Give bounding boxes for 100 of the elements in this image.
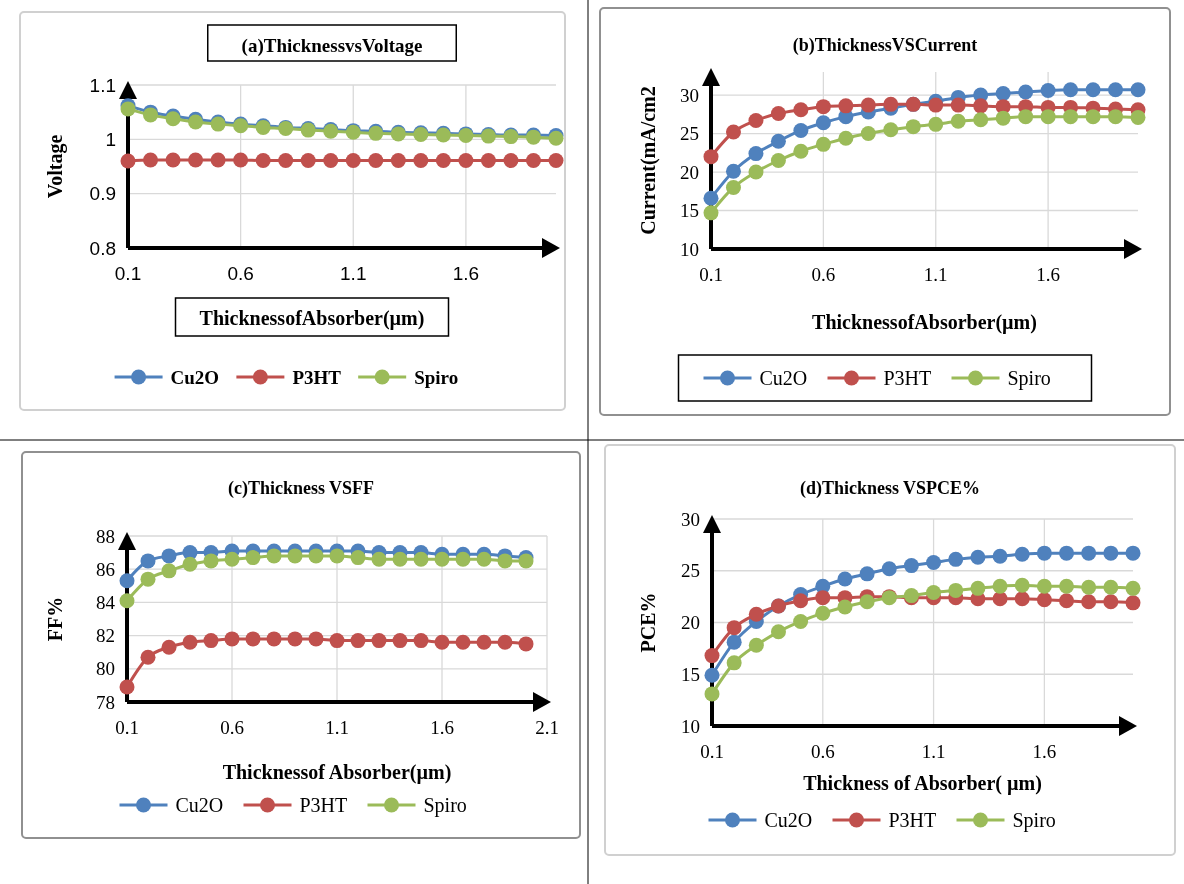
legend-label: Cu2O (764, 809, 813, 831)
point (726, 634, 742, 650)
point (455, 634, 471, 650)
point (1103, 545, 1119, 561)
point (350, 550, 366, 566)
point (1125, 595, 1141, 611)
point (497, 553, 513, 569)
point (392, 633, 408, 649)
point (838, 130, 854, 146)
point (165, 152, 181, 168)
point (287, 631, 303, 647)
point (948, 582, 964, 598)
point (233, 152, 249, 168)
point (970, 549, 986, 565)
point (1081, 594, 1097, 610)
point (860, 97, 876, 113)
y-tick-label: 20 (681, 612, 700, 634)
legend-label: P3HT (883, 367, 932, 389)
point (992, 591, 1008, 607)
x-tick-label: 2.1 (535, 717, 559, 738)
x-tick-label: 1.6 (430, 717, 454, 738)
point (497, 634, 513, 650)
point (995, 86, 1011, 102)
y-tick-label: 0.8 (89, 237, 116, 259)
point (161, 548, 177, 564)
point (928, 116, 944, 132)
y-tick-label: 1 (105, 128, 116, 150)
point (161, 639, 177, 655)
point (210, 152, 226, 168)
y-tick-label: 78 (96, 691, 115, 713)
point (815, 136, 831, 152)
point (518, 636, 534, 652)
point (1125, 580, 1141, 596)
y-tick-label: 30 (681, 508, 700, 530)
x-tick-label: 1.6 (1032, 741, 1057, 762)
point (345, 153, 361, 169)
point (1040, 109, 1056, 125)
point (815, 99, 831, 115)
point (793, 143, 809, 159)
x-tick-label: 0.1 (114, 263, 142, 284)
legend-label: P3HT (888, 809, 937, 831)
chart-title: (b)ThicknessVSCurrent (792, 35, 978, 57)
point (1103, 579, 1119, 595)
point (703, 190, 719, 206)
point (725, 179, 741, 195)
point (143, 152, 159, 168)
point (371, 633, 387, 649)
point (973, 98, 989, 114)
point (725, 163, 741, 179)
point (815, 115, 831, 131)
point (1108, 109, 1124, 125)
point (140, 649, 156, 665)
point (458, 153, 474, 169)
point (725, 124, 741, 140)
point (368, 153, 384, 169)
point (881, 561, 897, 577)
y-axis-title: Current(mA/cm2 (637, 86, 660, 235)
point (329, 633, 345, 649)
y-tick-label: 10 (681, 715, 700, 737)
point (837, 599, 853, 615)
point (1018, 109, 1034, 125)
point (838, 98, 854, 114)
point (203, 633, 219, 649)
point (525, 153, 541, 169)
point (245, 631, 261, 647)
point (120, 153, 136, 169)
point (140, 553, 156, 569)
point (905, 119, 921, 135)
point (1014, 577, 1030, 593)
point (161, 563, 177, 579)
point (860, 126, 876, 142)
y-tick-label: 15 (680, 200, 699, 222)
point (1085, 82, 1101, 98)
point (182, 634, 198, 650)
x-tick-label: 1.6 (1036, 264, 1060, 285)
point (926, 554, 942, 570)
point (435, 153, 451, 169)
point (883, 122, 899, 138)
point (480, 153, 496, 169)
point (748, 146, 764, 162)
x-tick-label: 1.1 (340, 263, 367, 284)
point (266, 631, 282, 647)
x-tick-label: 1.6 (452, 263, 480, 284)
point (1040, 82, 1056, 98)
y-tick-label: 25 (680, 123, 699, 145)
point (793, 593, 809, 609)
point (1125, 545, 1141, 561)
y-tick-label: 88 (96, 525, 115, 547)
x-tick-label: 0.1 (699, 264, 723, 285)
legend-label: Cu2O (175, 794, 224, 816)
legend-label: Cu2O (170, 366, 220, 388)
point (1063, 82, 1079, 98)
point (1018, 84, 1034, 100)
x-tick-label: 0.6 (811, 264, 836, 285)
x-axis-title: Thickness of Absorber( µm) (803, 772, 1042, 795)
point (793, 613, 809, 629)
point (119, 593, 135, 609)
y-tick-label: 82 (96, 625, 115, 647)
legend-label: P3HT (299, 794, 348, 816)
chart-title: (a)ThicknessvsVoltage (241, 34, 423, 57)
